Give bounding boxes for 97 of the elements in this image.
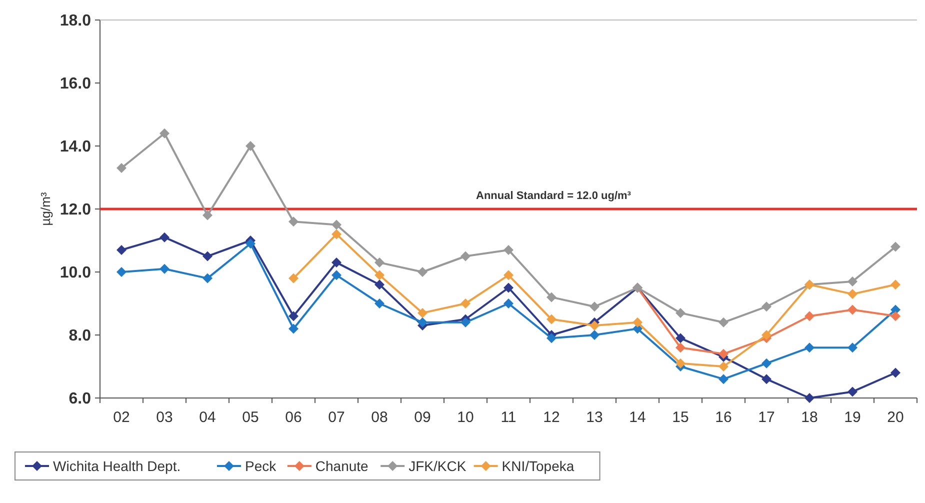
- legend-label: Wichita Health Dept.: [53, 458, 181, 474]
- point: [718, 362, 728, 372]
- point: [762, 358, 772, 368]
- x-tick-label: 20: [887, 409, 904, 426]
- point: [160, 232, 170, 242]
- point: [418, 317, 428, 328]
- x-tick-label: 10: [457, 409, 474, 426]
- point: [590, 302, 600, 312]
- point: [504, 298, 514, 308]
- point: [504, 282, 514, 293]
- point: [116, 267, 126, 277]
- point: [418, 308, 428, 318]
- point: [890, 242, 900, 252]
- x-tick-label: 14: [629, 409, 646, 426]
- x-tick-label: 13: [586, 409, 603, 426]
- legend-label: Chanute: [315, 458, 369, 474]
- y-tick-label: 12.0: [60, 202, 92, 219]
- point: [160, 264, 170, 274]
- point: [848, 304, 858, 315]
- point: [546, 333, 556, 344]
- point: [890, 368, 900, 378]
- point: [160, 128, 170, 138]
- point: [460, 298, 470, 308]
- point: [546, 292, 556, 302]
- x-tick-label: 07: [328, 409, 345, 426]
- x-tick-label: 06: [285, 409, 302, 426]
- point: [590, 320, 600, 331]
- point: [374, 270, 384, 280]
- x-tick-label: 02: [113, 409, 130, 426]
- point: [718, 348, 728, 359]
- x-tick-label: 09: [414, 409, 431, 426]
- x-tick-label: 08: [371, 409, 388, 426]
- x-tick-label: 11: [500, 409, 516, 426]
- point: [848, 276, 858, 286]
- point: [718, 317, 728, 328]
- point: [288, 273, 298, 284]
- point: [374, 298, 384, 308]
- ref-line-label: Annual Standard = 12.0 ug/m³: [476, 190, 632, 202]
- point: [804, 342, 814, 353]
- point: [848, 289, 858, 300]
- x-tick-label: 15: [672, 409, 689, 426]
- y-axis-title: µg/m³: [38, 192, 53, 226]
- point: [246, 238, 256, 249]
- point: [202, 273, 212, 284]
- legend-label: JFK/KCK: [408, 458, 467, 474]
- x-tick-label: 03: [156, 409, 173, 426]
- point: [590, 330, 600, 340]
- point: [116, 244, 126, 255]
- point: [116, 163, 126, 174]
- point: [890, 280, 900, 290]
- point: [676, 308, 686, 318]
- x-tick-label: 17: [758, 409, 775, 426]
- point: [332, 229, 342, 240]
- x-tick-label: 19: [844, 409, 861, 426]
- point: [504, 244, 514, 255]
- point: [288, 216, 298, 227]
- point: [762, 330, 772, 340]
- point: [546, 314, 556, 324]
- y-tick-label: 6.0: [68, 390, 92, 408]
- point: [890, 311, 900, 322]
- point: [374, 280, 384, 290]
- x-tick-label: 12: [543, 409, 560, 426]
- y-tick-label: 16.0: [60, 76, 92, 93]
- x-tick-label: 18: [801, 409, 818, 426]
- point: [804, 393, 814, 403]
- x-tick-label: 05: [242, 409, 259, 426]
- point: [460, 251, 470, 262]
- point: [246, 141, 256, 151]
- y-tick-label: 8.0: [68, 328, 92, 345]
- point: [504, 270, 514, 280]
- point: [632, 317, 642, 328]
- point: [332, 258, 342, 268]
- legend-label: KNI/Topeka: [502, 458, 574, 474]
- x-tick-label: 04: [199, 409, 216, 426]
- point: [676, 333, 686, 344]
- point: [676, 342, 686, 353]
- point: [332, 270, 342, 280]
- point: [332, 220, 342, 230]
- point: [676, 358, 686, 368]
- y-tick-label: 18.0: [60, 12, 92, 30]
- point: [202, 251, 212, 262]
- point: [762, 374, 772, 384]
- point: [718, 374, 728, 384]
- point: [848, 386, 858, 397]
- y-tick-label: 10.0: [60, 264, 92, 282]
- point: [804, 311, 814, 322]
- point: [202, 210, 212, 220]
- point: [374, 258, 384, 268]
- point: [762, 302, 772, 312]
- y-tick-label: 14.0: [60, 138, 92, 156]
- point: [288, 324, 298, 334]
- point: [460, 317, 470, 328]
- legend-label: Peck: [245, 458, 278, 474]
- point: [848, 342, 858, 353]
- point: [288, 311, 298, 322]
- x-tick-label: 16: [715, 409, 732, 426]
- point: [418, 267, 428, 277]
